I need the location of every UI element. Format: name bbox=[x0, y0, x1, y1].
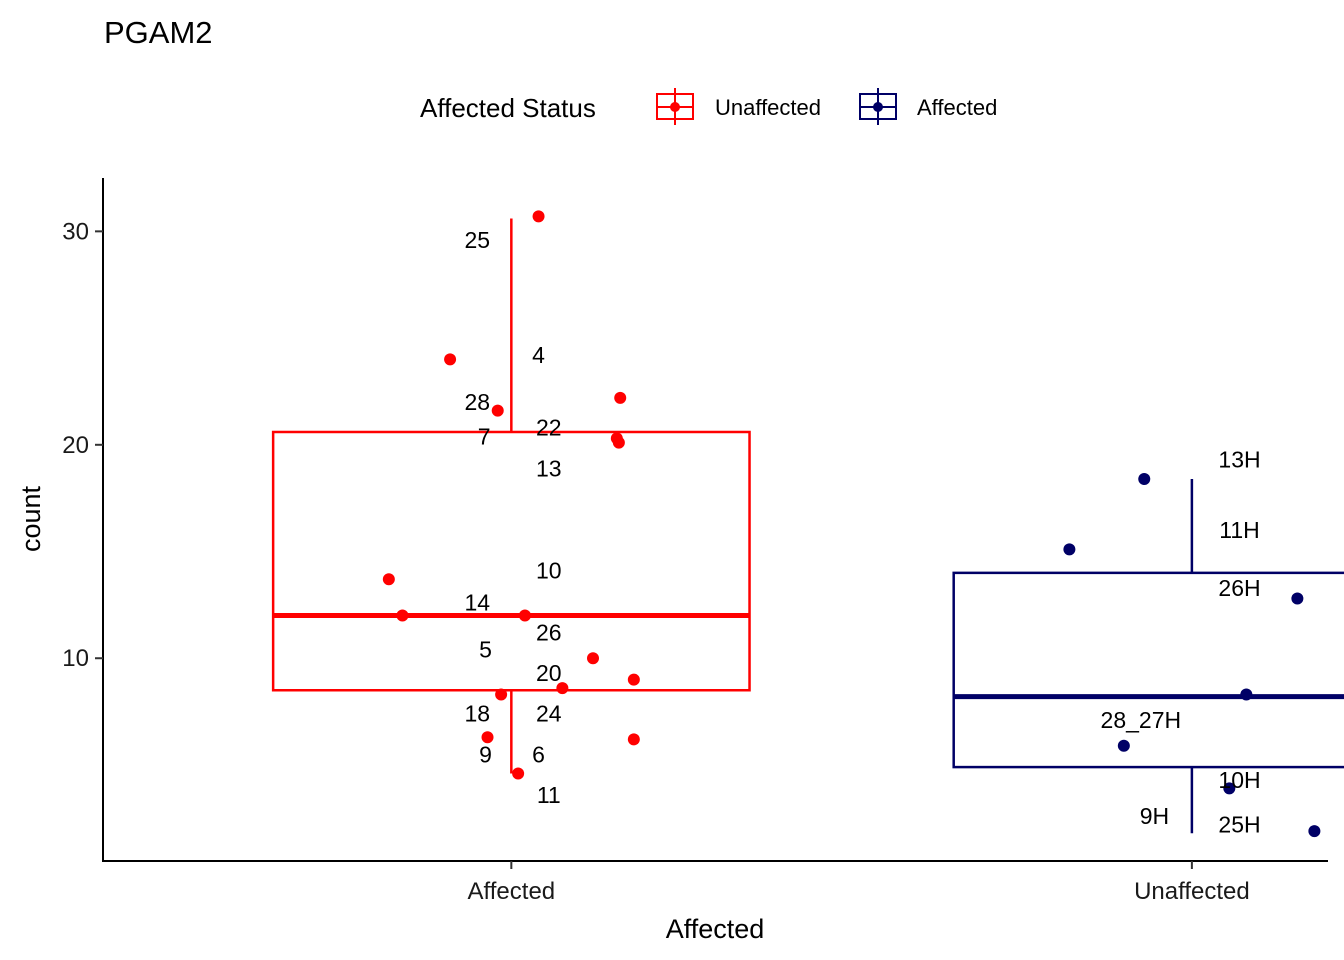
unaffected-point-label-10H: 10H bbox=[1218, 767, 1260, 793]
legend-key-unaffected bbox=[656, 88, 694, 125]
affected-point-25 bbox=[532, 210, 545, 223]
unaffected-point-label-13H: 13H bbox=[1218, 447, 1260, 473]
unaffected-point-9H bbox=[1223, 782, 1236, 795]
affected-point-label-7: 7 bbox=[478, 423, 491, 449]
affected-point-7 bbox=[491, 404, 504, 417]
legend: Affected Status Unaffected Affected bbox=[420, 88, 997, 125]
y-tick-label-20: 20 bbox=[62, 432, 89, 459]
affected-point-20 bbox=[627, 673, 640, 686]
unaffected-point-label-28_27H: 28_27H bbox=[1101, 707, 1182, 733]
y-axis-title: count bbox=[16, 485, 46, 552]
affected-point-13 bbox=[612, 436, 625, 449]
legend-title: Affected Status bbox=[420, 93, 596, 123]
affected-point-label-25: 25 bbox=[465, 227, 491, 253]
affected-point-14 bbox=[396, 609, 409, 622]
unaffected-point-26H bbox=[1291, 592, 1304, 605]
legend-key-affected bbox=[859, 88, 897, 125]
affected-point-label-18: 18 bbox=[465, 701, 491, 727]
affected-point-label-28: 28 bbox=[465, 389, 491, 415]
affected-point-label-9: 9 bbox=[479, 741, 492, 767]
affected-point-label-22: 22 bbox=[536, 415, 562, 441]
chart-title: PGAM2 bbox=[104, 15, 213, 50]
unaffected-point-28_27H bbox=[1240, 688, 1253, 701]
affected-point-label-13: 13 bbox=[536, 455, 562, 481]
unaffected-point-13H bbox=[1138, 472, 1151, 485]
affected-point-28 bbox=[614, 391, 627, 404]
unaffected-point-label-11H: 11H bbox=[1219, 517, 1260, 543]
y-tick-label-30: 30 bbox=[62, 218, 89, 245]
unaffected-point-11H bbox=[1063, 543, 1076, 556]
y-tick-label-10: 10 bbox=[62, 645, 89, 672]
affected-point-24 bbox=[556, 682, 569, 695]
affected-point-10 bbox=[382, 573, 395, 586]
affected-point-11 bbox=[512, 767, 525, 780]
affected-point-label-20: 20 bbox=[536, 660, 562, 686]
unaffected-point-label-9H: 9H bbox=[1140, 803, 1169, 829]
unaffected-point-10H bbox=[1117, 739, 1130, 752]
unaffected-box bbox=[952, 571, 1344, 769]
affected-point-label-14: 14 bbox=[465, 590, 491, 616]
affected-point-label-4: 4 bbox=[532, 342, 545, 368]
unaffected-point-label-26H: 26H bbox=[1218, 575, 1260, 601]
affected-point-6 bbox=[627, 733, 640, 746]
affected-point-18 bbox=[495, 688, 508, 701]
unaffected-point-label-25H: 25H bbox=[1218, 812, 1260, 838]
x-axis-title: Affected bbox=[666, 914, 765, 944]
unaffected-point-25H bbox=[1308, 825, 1321, 838]
legend-label-affected: Affected bbox=[917, 95, 997, 120]
affected-box bbox=[271, 430, 751, 692]
affected-point-26 bbox=[518, 609, 531, 622]
affected-point-4 bbox=[444, 353, 457, 366]
affected-point-label-10: 10 bbox=[536, 558, 562, 584]
affected-point-5 bbox=[587, 652, 599, 665]
affected-point-label-5: 5 bbox=[479, 637, 492, 663]
affected-point-9 bbox=[481, 731, 494, 744]
affected-point-label-6: 6 bbox=[532, 741, 545, 767]
plot-area: 25 4 28 7 22 13 10 14 26 5 20 18 24 9 6 11 13H 11H 26H 28_2… bbox=[271, 210, 1344, 838]
affected-point-label-26: 26 bbox=[536, 620, 562, 646]
legend-label-unaffected: Unaffected bbox=[715, 95, 821, 120]
x-tick-label-unaffected: Unaffected bbox=[1134, 878, 1250, 905]
x-tick-label-affected: Affected bbox=[468, 878, 556, 905]
affected-point-label-24: 24 bbox=[536, 701, 562, 727]
affected-point-label-11: 11 bbox=[537, 782, 561, 808]
